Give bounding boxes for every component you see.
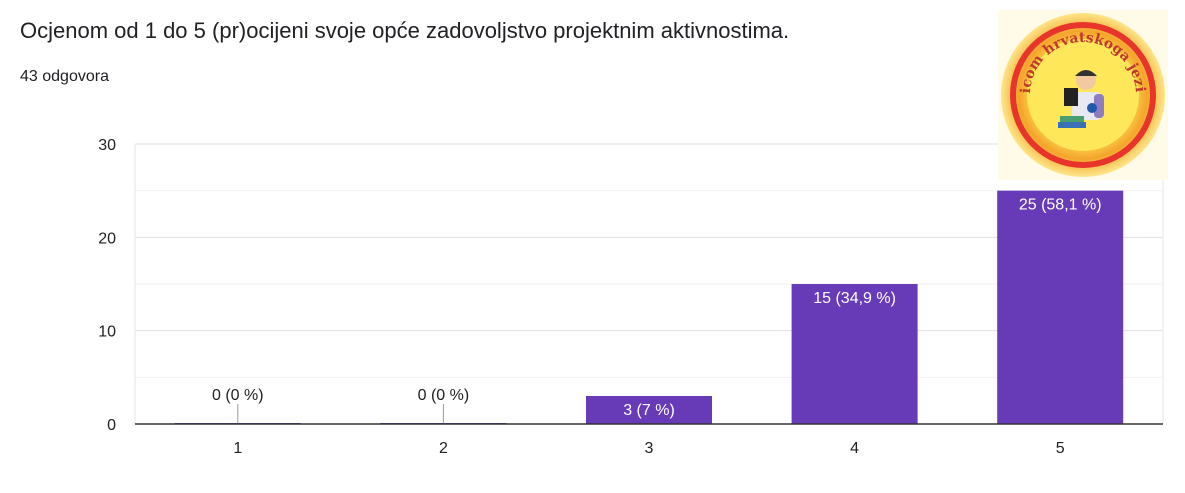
data-label: 0 (0 %) (418, 387, 470, 404)
logo-badge: Ulicom hrvatskoga jezika (992, 0, 1168, 180)
bar (997, 190, 1124, 424)
y-tick-label: 10 (98, 324, 116, 341)
bar (791, 284, 918, 424)
y-tick-label: 0 (107, 417, 116, 434)
data-label: 3 (7 %) (623, 402, 675, 419)
x-tick-label: 2 (439, 440, 448, 457)
data-label: 25 (58,1 %) (1019, 197, 1102, 214)
x-tick-label: 1 (233, 440, 242, 457)
x-tick-label: 4 (850, 440, 859, 457)
y-tick-label: 30 (98, 137, 116, 154)
bar (586, 396, 712, 424)
x-tick-label: 5 (1056, 440, 1065, 457)
response-count: 43 odgovora (20, 68, 109, 85)
data-label: 15 (34,9 %) (813, 290, 896, 307)
chart-title: Ocjenom od 1 do 5 (pr)ocijeni svoje opće… (20, 18, 790, 43)
reading-student-logo-icon: Ulicom hrvatskoga jezika (992, 0, 1165, 177)
data-label: 0 (0 %) (212, 387, 264, 404)
x-tick-label: 3 (645, 440, 654, 457)
y-tick-label: 20 (98, 230, 116, 247)
